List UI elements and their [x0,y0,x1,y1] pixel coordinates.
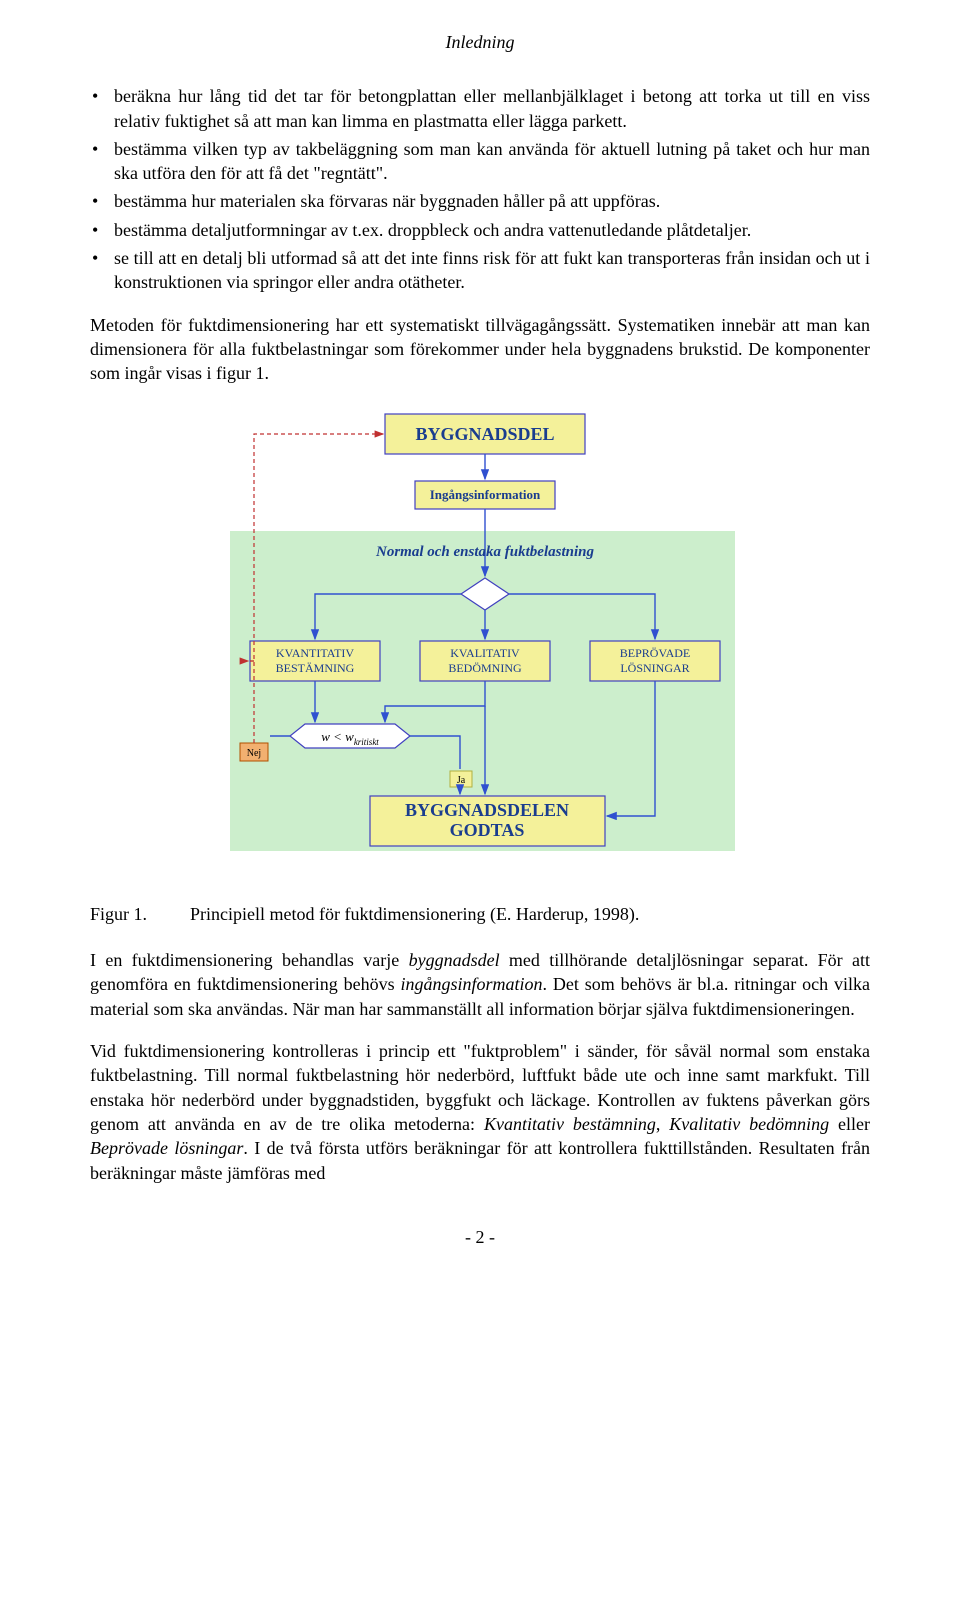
normal-label: Normal och enstaka fuktbelastning [375,544,594,560]
godtas-l1: BYGGNADSDELEN [405,800,569,820]
p3-em3: Beprövade lösningar [90,1138,243,1158]
page-header: Inledning [90,30,870,54]
node-ingangs-text: Ingångsinformation [430,487,541,502]
node-kvant-l2: BESTÄMNING [276,661,355,675]
bullet-item: bestämma detaljutformningar av t.ex. dro… [114,218,870,242]
node-byggnadsdel-text: BYGGNADSDEL [415,424,554,444]
figure-caption-row: Figur 1. Principiell metod för fuktdimen… [90,902,870,926]
node-kval-l1: KVALITATIV [450,646,520,660]
bullet-item: bestämma hur materialen ska förvaras när… [114,189,870,213]
p3-em2: Kvalitativ bedömning [669,1114,829,1134]
nej-label: Nej [247,748,261,759]
page-number: - 2 - [90,1225,870,1249]
bullet-item: bestämma vilken typ av takbeläggning som… [114,137,870,186]
node-kvant-l1: KVANTITATIV [276,646,354,660]
bullet-list: beräkna hur lång tid det tar för betongp… [90,84,870,294]
figure-label: Figur 1. [90,902,190,926]
p3-mid1: , [656,1114,669,1134]
p2-em2: ingångsinformation [400,974,542,994]
godtas-l2: GODTAS [450,820,525,840]
p2-em1: byggnadsdel [409,950,500,970]
node-kval-l2: BEDÖMNING [448,661,522,675]
paragraph-3: Vid fuktdimensionering kontrolleras i pr… [90,1039,870,1185]
node-beprov-l2: LÖSNINGAR [620,661,689,675]
bullet-item: beräkna hur lång tid det tar för betongp… [114,84,870,133]
p2-pre: I en fuktdimensionering behandlas varje [90,950,409,970]
flowchart-figure: BYGGNADSDEL Ingångsinformation Normal oc… [210,406,750,872]
bullet-item: se till att en detalj bli utformad så at… [114,246,870,295]
paragraph-2: I en fuktdimensionering behandlas varje … [90,948,870,1021]
paragraph-1: Metoden för fuktdimensionering har ett s… [90,313,870,386]
p3-mid2: eller [829,1114,870,1134]
ja-label: Ja [457,775,466,786]
flowchart-svg: BYGGNADSDEL Ingångsinformation Normal oc… [210,406,750,866]
figure-caption: Principiell metod för fuktdimensionering… [190,902,870,926]
p3-em1: Kvantitativ bestämning [484,1114,656,1134]
node-beprov-l1: BEPRÖVADE [620,646,690,660]
